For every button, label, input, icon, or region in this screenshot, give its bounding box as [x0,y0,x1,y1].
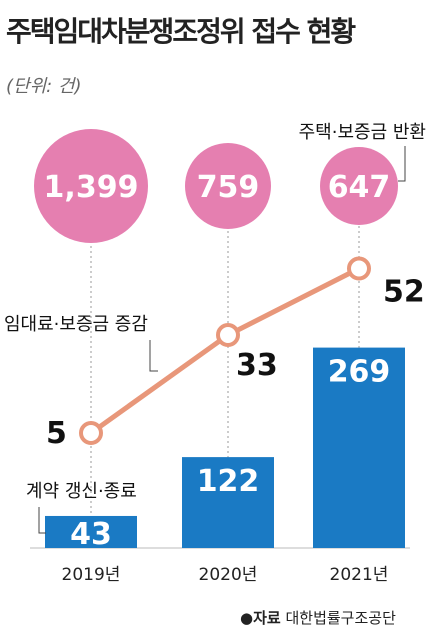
x-tick-label: 2020년 [199,565,258,585]
bubble-value-label: 1,399 [44,170,139,205]
leader-line [398,146,406,182]
source-note: ●자료 대한법률구조공단 [240,607,396,628]
unit-label: (단위: 건) [6,76,82,97]
bubble-value-label: 759 [197,170,260,205]
bar [313,347,405,548]
series-label-bubble: 주택·보증금 반환 [299,122,426,143]
bubble [320,147,398,225]
bar-value-label: 269 [328,355,391,390]
line-point [216,323,240,347]
leader-line [149,340,158,372]
line-value-label: 33 [236,348,278,383]
bar-value-label: 43 [70,517,112,552]
source-lead: ●자료 [240,609,281,627]
bar [182,457,274,548]
bar [45,515,137,548]
line-value-label: 52 [383,275,425,310]
line-point [347,256,371,281]
series-label-line: 임대료·보증금 증감 [4,314,148,335]
leader-line [38,507,46,534]
bubble [34,129,148,243]
bubble-value-label: 647 [328,170,391,205]
x-tick-label: 2019년 [62,565,121,585]
chart-title: 주택임대차분쟁조정위 접수 현황 [6,15,356,48]
line-point [79,421,103,445]
bar-value-label: 122 [197,464,260,499]
source-org: 대한법률구조공단 [285,609,396,627]
bubble [185,143,271,229]
line-value-label: 5 [46,416,67,451]
x-tick-label: 2021년 [330,565,389,585]
series-label-bar: 계약 갱신·종료 [26,481,137,502]
